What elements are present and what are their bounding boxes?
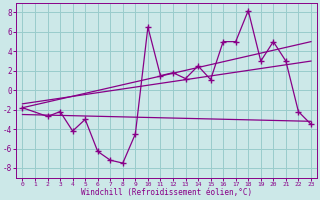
- X-axis label: Windchill (Refroidissement éolien,°C): Windchill (Refroidissement éolien,°C): [81, 188, 252, 197]
